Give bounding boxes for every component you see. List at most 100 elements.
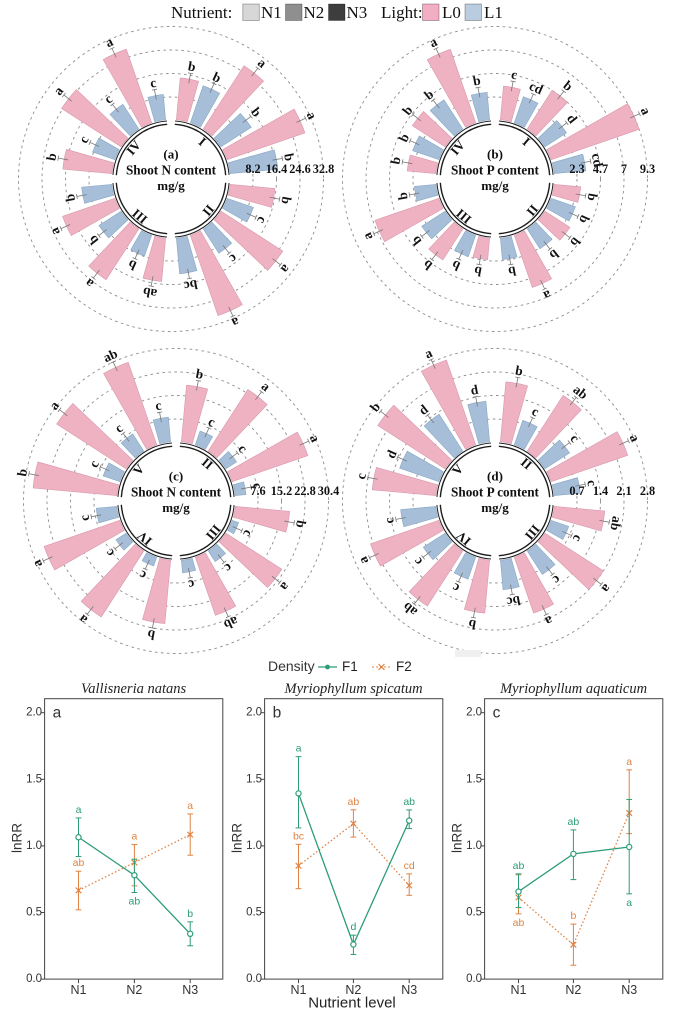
svg-text:bc: bc xyxy=(183,277,199,294)
svg-text:2.0: 2.0 xyxy=(26,707,42,719)
svg-text:lnRR: lnRR xyxy=(10,823,25,853)
svg-text:b: b xyxy=(43,152,59,162)
svg-text:b: b xyxy=(395,191,411,201)
svg-text:c: c xyxy=(353,472,369,481)
svg-text:c: c xyxy=(450,580,462,596)
svg-text:mg/g: mg/g xyxy=(157,178,185,193)
svg-text:Shoot N content: Shoot N content xyxy=(126,163,217,178)
svg-text:a: a xyxy=(626,756,632,768)
svg-text:b: b xyxy=(187,58,197,74)
svg-text:ab: ab xyxy=(513,917,525,929)
svg-text:N1: N1 xyxy=(261,3,282,22)
svg-text:N2: N2 xyxy=(304,3,325,22)
svg-text:b: b xyxy=(14,467,30,477)
svg-text:1.0: 1.0 xyxy=(26,840,42,852)
svg-text:(a): (a) xyxy=(163,147,178,162)
svg-text:c: c xyxy=(584,479,600,488)
svg-text:b: b xyxy=(195,366,205,382)
svg-text:15.2: 15.2 xyxy=(271,484,293,498)
svg-text:III: III xyxy=(453,206,474,227)
svg-text:bc: bc xyxy=(293,830,304,842)
svg-text:b: b xyxy=(570,910,576,922)
svg-text:N3: N3 xyxy=(621,983,637,997)
svg-text:a: a xyxy=(131,831,137,843)
svg-text:c: c xyxy=(187,577,196,593)
svg-text:Myriophyllum spicatum: Myriophyllum spicatum xyxy=(284,681,423,697)
svg-text:c: c xyxy=(76,134,92,146)
svg-text:Vallisneria natans: Vallisneria natans xyxy=(81,681,186,697)
svg-text:b: b xyxy=(278,195,294,205)
svg-text:2.0: 2.0 xyxy=(466,707,482,719)
svg-text:lnRR: lnRR xyxy=(230,823,245,853)
svg-text:N2: N2 xyxy=(126,983,142,997)
svg-text:2.8: 2.8 xyxy=(640,484,655,498)
svg-text:Light:: Light: xyxy=(381,3,423,22)
svg-text:c: c xyxy=(86,458,102,470)
svg-text:III: III xyxy=(129,206,150,227)
svg-text:L1: L1 xyxy=(484,3,503,22)
svg-text:c: c xyxy=(510,67,519,83)
svg-text:0.7: 0.7 xyxy=(569,484,584,498)
svg-text:a: a xyxy=(53,705,62,722)
svg-text:Density: Density xyxy=(268,658,315,674)
svg-text:1.5: 1.5 xyxy=(26,773,42,785)
svg-text:a: a xyxy=(296,743,302,755)
svg-text:b: b xyxy=(293,519,309,529)
svg-text:24.6: 24.6 xyxy=(289,162,311,176)
svg-text:N2: N2 xyxy=(565,983,581,997)
svg-text:2.1: 2.1 xyxy=(616,484,631,498)
svg-text:Myriophyllum aquaticum: Myriophyllum aquaticum xyxy=(499,681,647,697)
svg-text:ab: ab xyxy=(73,857,85,869)
svg-text:N2: N2 xyxy=(345,983,361,997)
svg-text:c: c xyxy=(137,567,149,583)
svg-text:7: 7 xyxy=(621,162,627,176)
svg-text:Nutrient:: Nutrient: xyxy=(171,3,232,22)
svg-text:mg/g: mg/g xyxy=(162,500,190,515)
svg-text:c: c xyxy=(530,403,542,419)
svg-text:c: c xyxy=(254,214,270,226)
svg-text:b: b xyxy=(187,908,193,920)
svg-text:ab: ab xyxy=(129,896,141,908)
svg-text:b: b xyxy=(146,627,156,643)
svg-text:N3: N3 xyxy=(182,983,198,997)
svg-text:(b): (b) xyxy=(487,147,503,162)
svg-text:Nutrient level: Nutrient level xyxy=(308,995,396,1012)
svg-text:16.4: 16.4 xyxy=(266,162,288,176)
svg-text:ab: ab xyxy=(348,796,360,808)
svg-text:ab: ab xyxy=(142,284,159,301)
svg-text:bc: bc xyxy=(506,593,522,610)
svg-text:(c): (c) xyxy=(169,469,183,484)
svg-text:L0: L0 xyxy=(442,3,461,22)
svg-text:c: c xyxy=(570,533,586,545)
svg-text:ab: ab xyxy=(101,346,120,365)
svg-text:b: b xyxy=(388,156,404,166)
svg-text:ab: ab xyxy=(222,613,241,632)
svg-text:cd: cd xyxy=(404,860,415,872)
svg-text:b: b xyxy=(473,263,483,279)
svg-text:0.0: 0.0 xyxy=(246,973,262,985)
svg-text:1.0: 1.0 xyxy=(246,840,262,852)
svg-text:c: c xyxy=(76,514,92,523)
svg-text:Shoot P content: Shoot P content xyxy=(451,485,540,500)
svg-text:b: b xyxy=(507,263,517,279)
svg-text:b: b xyxy=(273,705,282,722)
svg-text:III: III xyxy=(203,522,224,543)
svg-text:N1: N1 xyxy=(71,983,87,997)
svg-text:Shoot N content: Shoot N content xyxy=(131,485,222,500)
svg-text:mg/g: mg/g xyxy=(481,500,509,515)
svg-text:cd: cd xyxy=(527,78,546,97)
svg-text:cd: cd xyxy=(589,152,606,168)
svg-text:a: a xyxy=(626,897,632,909)
svg-text:1.0: 1.0 xyxy=(466,840,482,852)
svg-text:9.3: 9.3 xyxy=(640,162,655,176)
svg-text:ab: ab xyxy=(513,860,525,872)
svg-text:7.6: 7.6 xyxy=(250,484,265,498)
svg-text:8.2: 8.2 xyxy=(245,162,260,176)
svg-text:c: c xyxy=(250,482,266,491)
svg-text:ab: ab xyxy=(403,796,415,808)
svg-text:mg/g: mg/g xyxy=(481,178,509,193)
svg-text:Shoot P content: Shoot P content xyxy=(451,163,540,178)
svg-text:0.5: 0.5 xyxy=(26,907,42,919)
svg-text:N3: N3 xyxy=(401,983,417,997)
svg-text:b: b xyxy=(281,152,297,162)
